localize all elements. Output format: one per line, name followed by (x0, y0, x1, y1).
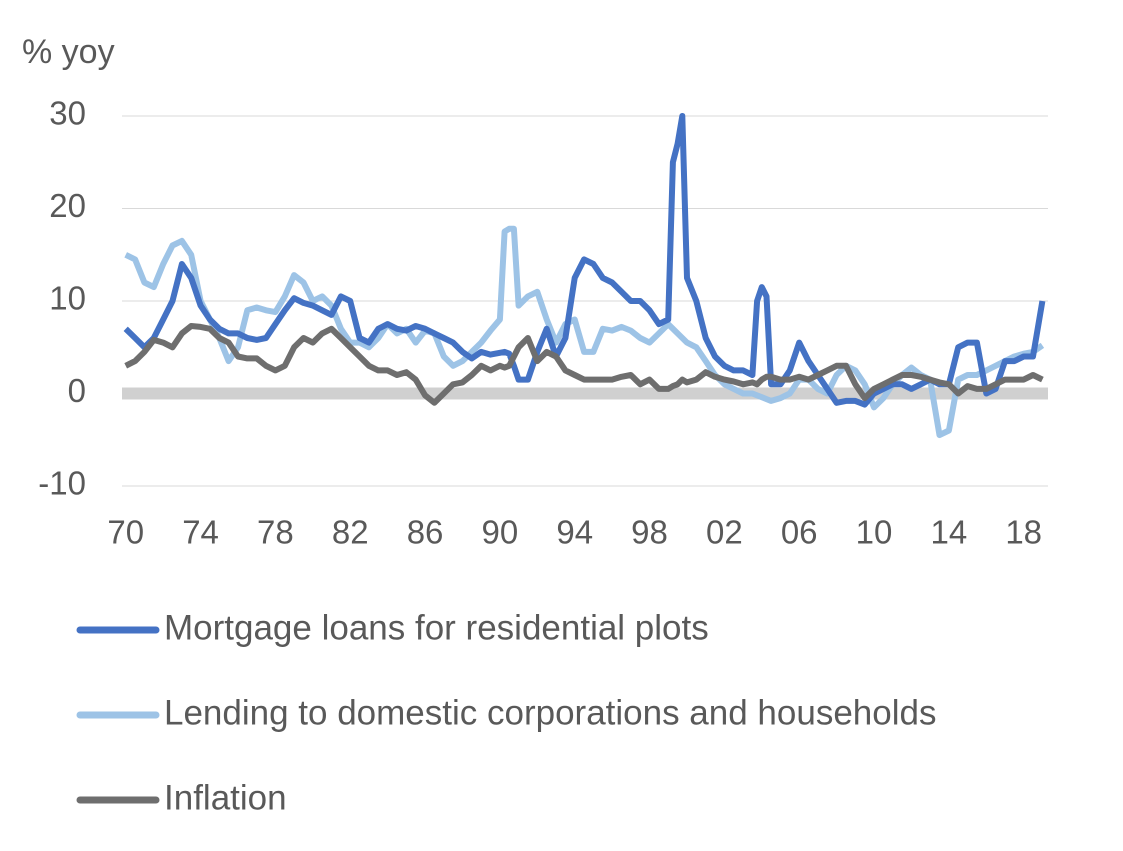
line (124, 225, 1045, 439)
x-tick-label: 86 (407, 514, 444, 551)
x-tick-label: 98 (631, 514, 668, 551)
y-tick-label: 20 (49, 187, 86, 224)
x-tick-label: 94 (556, 514, 593, 551)
x-tick-label: 06 (781, 514, 818, 551)
legend-label: Lending to domestic corporations and hou… (164, 693, 936, 732)
x-tick-label: 78 (257, 514, 294, 551)
x-tick-label: 10 (856, 514, 893, 551)
x-tick-label: 02 (706, 514, 743, 551)
y-tick-label: 0 (68, 372, 86, 409)
legend-label: Inflation (164, 778, 287, 817)
legend-label: Mortgage loans for residential plots (164, 608, 709, 647)
x-tick-label: 74 (182, 514, 219, 551)
x-tick-label: 90 (482, 514, 519, 551)
x-tick-label: 82 (332, 514, 369, 551)
x-tick-label: 70 (107, 514, 144, 551)
y-axis-label: % yoy (22, 33, 115, 71)
line (124, 323, 1044, 406)
x-tick-label: 18 (1005, 514, 1042, 551)
x-tick-label: 14 (930, 514, 967, 551)
y-tick-label: 10 (49, 280, 86, 317)
y-tick-label: 30 (49, 95, 86, 132)
y-tick-label: -10 (38, 465, 86, 502)
line (123, 113, 1046, 408)
